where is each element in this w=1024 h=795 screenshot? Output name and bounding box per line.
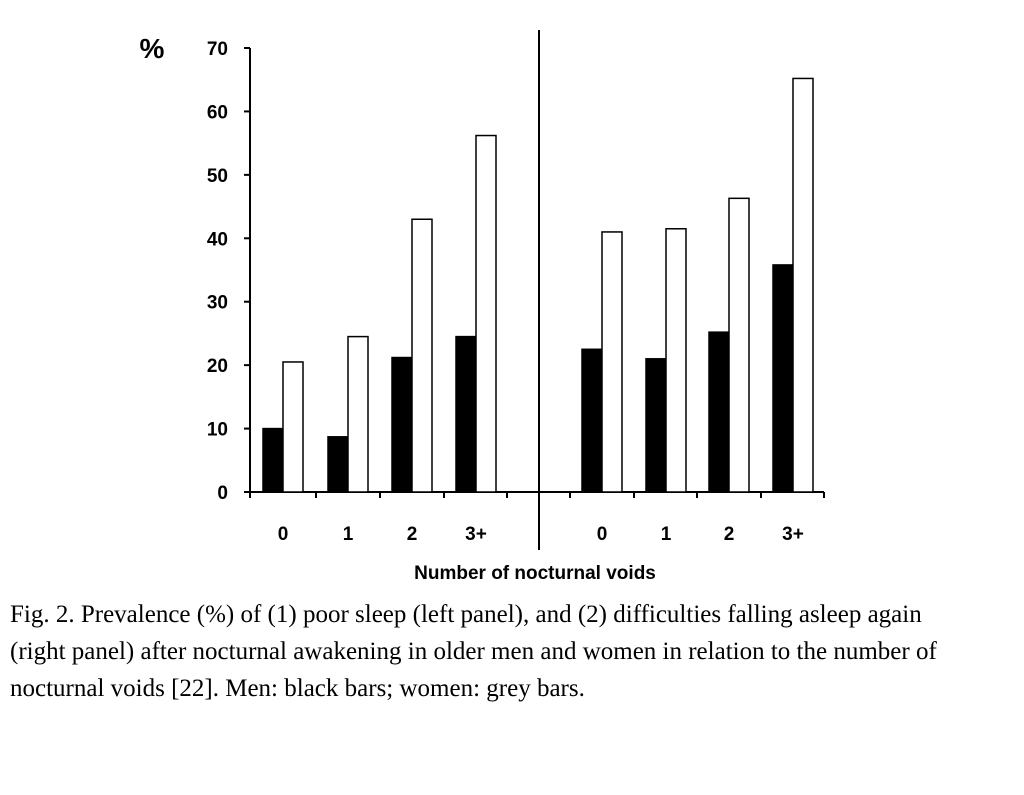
- x-tick-label: 2: [407, 524, 418, 545]
- y-tick-label: 40: [207, 229, 228, 250]
- y-tick-label: 70: [207, 39, 228, 60]
- y-tick-label: 0: [217, 483, 228, 504]
- figure-caption: Fig. 2. Prevalence (%) of (1) poor sleep…: [10, 601, 937, 702]
- y-tick-label: 20: [207, 356, 228, 377]
- x-tick-label: 1: [661, 524, 672, 545]
- bar-women: [282, 361, 304, 493]
- x-axis: 0 1 2 3+ 0 1 2 3+: [278, 524, 804, 545]
- y-tick-label: 30: [207, 293, 228, 314]
- bar-women: [411, 218, 433, 493]
- y-tick-label: 50: [207, 166, 228, 187]
- bar-men: [581, 348, 603, 493]
- bar-men: [391, 356, 413, 493]
- bar-women: [601, 231, 623, 493]
- bar-men: [772, 264, 794, 493]
- bar-men: [708, 331, 730, 493]
- bar-women: [792, 77, 814, 493]
- x-tick-label: 3+: [782, 524, 804, 545]
- y-tick-label: 10: [207, 420, 228, 441]
- bar-men: [327, 436, 349, 493]
- y-axis-label: %: [140, 33, 165, 64]
- bar-men: [645, 358, 667, 493]
- x-tick-label: 0: [597, 524, 608, 545]
- bar-women: [665, 228, 687, 493]
- bars: [262, 77, 814, 493]
- x-tick-label: 3+: [465, 524, 487, 545]
- bar-women: [475, 134, 497, 493]
- bar-women: [728, 197, 750, 493]
- x-tick-label: 0: [278, 524, 289, 545]
- x-tick-label: 1: [343, 524, 354, 545]
- bar-chart: 0 10 20 30 40 50 60 70 0 1 2 3+ 0 1 2 3+ % Number of n…: [140, 30, 825, 584]
- x-tick-label: 2: [724, 524, 735, 545]
- x-axis-title: Number of nocturnal voids: [414, 563, 656, 584]
- y-tick-label: 60: [207, 102, 228, 123]
- bar-men: [262, 427, 284, 493]
- bar-women: [347, 335, 369, 493]
- bar-men: [455, 335, 477, 493]
